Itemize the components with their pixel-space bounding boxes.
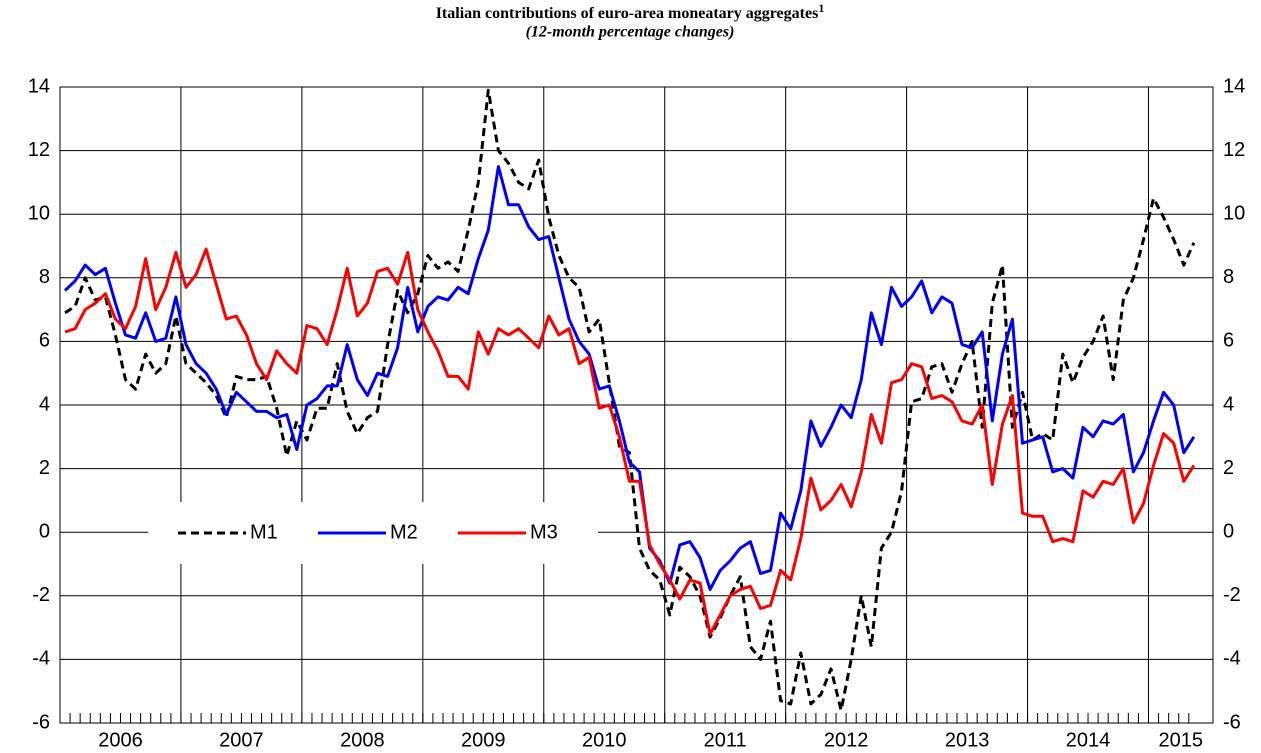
x-tick-label: 2013 [945,729,990,751]
y-tick-label: 4 [39,393,50,415]
y-tick-label: 10 [28,202,50,224]
title-footnote-marker: 1 [818,1,824,15]
series-line [64,247,1196,636]
legend-label: M2 [390,521,418,543]
legend-label: M3 [530,521,558,543]
x-tick-label: 2006 [98,729,143,751]
y2-tick-label: 10 [1223,202,1245,224]
y2-tick-label: 6 [1223,330,1234,352]
y2-tick-label: 14 [1223,75,1245,97]
y2-tick-label: 12 [1223,139,1245,161]
y-tick-label: -4 [32,648,50,670]
y-tick-label: 8 [39,266,50,288]
y2-tick-label: -4 [1223,648,1241,670]
chart-subtitle: (12-month percentage changes) [526,24,735,41]
y-tick-label: 12 [28,139,50,161]
y-tick-label: 14 [28,75,50,97]
y-tick-label: 2 [39,457,50,479]
series-line [63,165,1196,591]
x-tick-label: 2014 [1066,729,1111,751]
y-tick-label: 0 [39,520,50,542]
y-tick-label: -6 [32,711,50,733]
x-tick-label: 2007 [219,729,264,751]
x-tick-label: 2011 [704,729,747,751]
y2-tick-label: 2 [1223,457,1234,479]
chart-title: Italian contributions of euro-area monea… [436,5,819,22]
y2-tick-label: 0 [1223,520,1234,542]
chart-title-group: Italian contributions of euro-area monea… [436,1,825,22]
legend-label: M1 [250,521,278,543]
y2-tick-label: -2 [1223,584,1241,606]
y2-tick-label: 8 [1223,266,1234,288]
y-tick-label: -2 [32,584,50,606]
x-tick-label: 2015 [1158,729,1203,751]
y2-tick-label: 4 [1223,393,1234,415]
x-tick-label: 2012 [824,729,869,751]
y-tick-label: 6 [39,330,50,352]
x-tick-label: 2010 [582,729,627,751]
x-tick-label: 2008 [340,729,385,751]
y2-tick-label: -6 [1223,711,1241,733]
series-line [64,88,1196,712]
x-tick-label: 2009 [461,729,506,751]
